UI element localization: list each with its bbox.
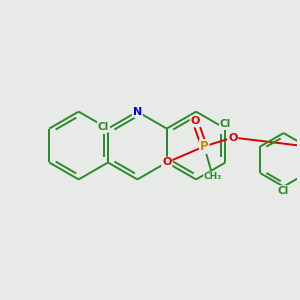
Text: N: N — [133, 106, 142, 117]
Text: P: P — [200, 140, 208, 153]
Text: Cl: Cl — [278, 186, 289, 196]
Text: O: O — [162, 158, 171, 167]
Text: Cl: Cl — [220, 119, 231, 129]
Text: O: O — [190, 116, 200, 126]
Text: Cl: Cl — [98, 122, 109, 132]
Text: O: O — [228, 133, 237, 142]
Text: CH₃: CH₃ — [204, 172, 222, 181]
